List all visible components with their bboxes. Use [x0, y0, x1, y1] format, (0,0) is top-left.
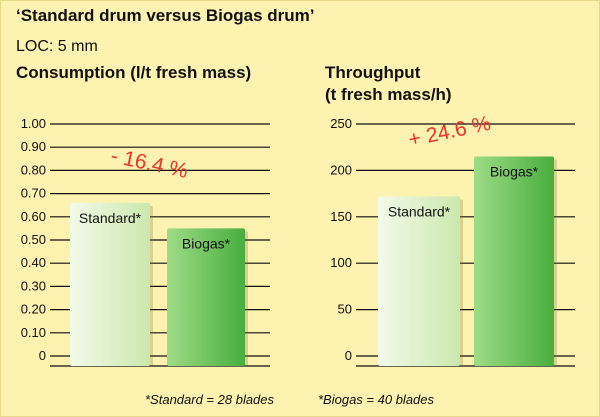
throughput-bar-label: Biogas*	[490, 163, 539, 179]
consumption-ytick-label: 1.00	[21, 116, 46, 131]
throughput-title-line-1: Throughput	[325, 63, 421, 82]
consumption-ytick-label: 0.50	[21, 232, 46, 247]
footnote-standard: *Standard = 28 blades	[145, 392, 275, 407]
throughput-chart-title: Throughput (t fresh mass/h)	[325, 62, 525, 106]
figure-title: ‘Standard drum versus Biogas drum’	[16, 6, 315, 25]
throughput-title-line-2: (t fresh mass/h)	[325, 85, 452, 104]
consumption-ytick-label: 0.60	[21, 209, 46, 224]
throughput-ytick-label: 250	[330, 116, 352, 131]
figure-subtitle: LOC: 5 mm	[16, 38, 98, 55]
consumption-ytick-label: 0.20	[21, 302, 46, 317]
throughput-ytick-label: 100	[330, 255, 352, 270]
consumption-ytick-label: 0.30	[21, 278, 46, 293]
consumption-ytick-label: 0.90	[21, 139, 46, 154]
consumption-bar-label: Biogas*	[182, 235, 231, 251]
consumption-bar-standard	[70, 202, 150, 366]
throughput-bar-label: Standard*	[388, 203, 451, 219]
consumption-change-annotation: - 16.4 %	[109, 144, 190, 183]
consumption-chart-title: Consumption (l/t fresh mass)	[16, 63, 252, 82]
consumption-chart: 0 0.10 0.20 0.30 0.40 0.50 0.60 0.70 0.80 0.90 1.0…	[21, 116, 270, 367]
throughput-ytick-label: 200	[330, 162, 352, 177]
consumption-bar-label: Standard*	[79, 210, 142, 226]
consumption-ytick-label: 0.10	[21, 325, 46, 340]
consumption-ytick-label: 0.80	[21, 162, 46, 177]
throughput-change-annotation: + 24.6 %	[406, 112, 492, 152]
footnote-biogas: *Biogas = 40 blades	[318, 392, 435, 407]
throughput-bar-standard	[378, 196, 460, 366]
throughput-chart: 0 50 100 150 200 250 Standard* Biogas* + 24.6 %	[330, 112, 575, 367]
consumption-ytick-label: 0.40	[21, 255, 46, 270]
throughput-ytick-label: 0	[345, 348, 352, 363]
throughput-ytick-label: 50	[338, 302, 352, 317]
consumption-ytick-label: 0.70	[21, 186, 46, 201]
consumption-bar-biogas	[167, 228, 245, 366]
throughput-bar-biogas	[474, 156, 554, 366]
throughput-ytick-label: 150	[330, 209, 352, 224]
consumption-ytick-label: 0	[39, 348, 46, 363]
